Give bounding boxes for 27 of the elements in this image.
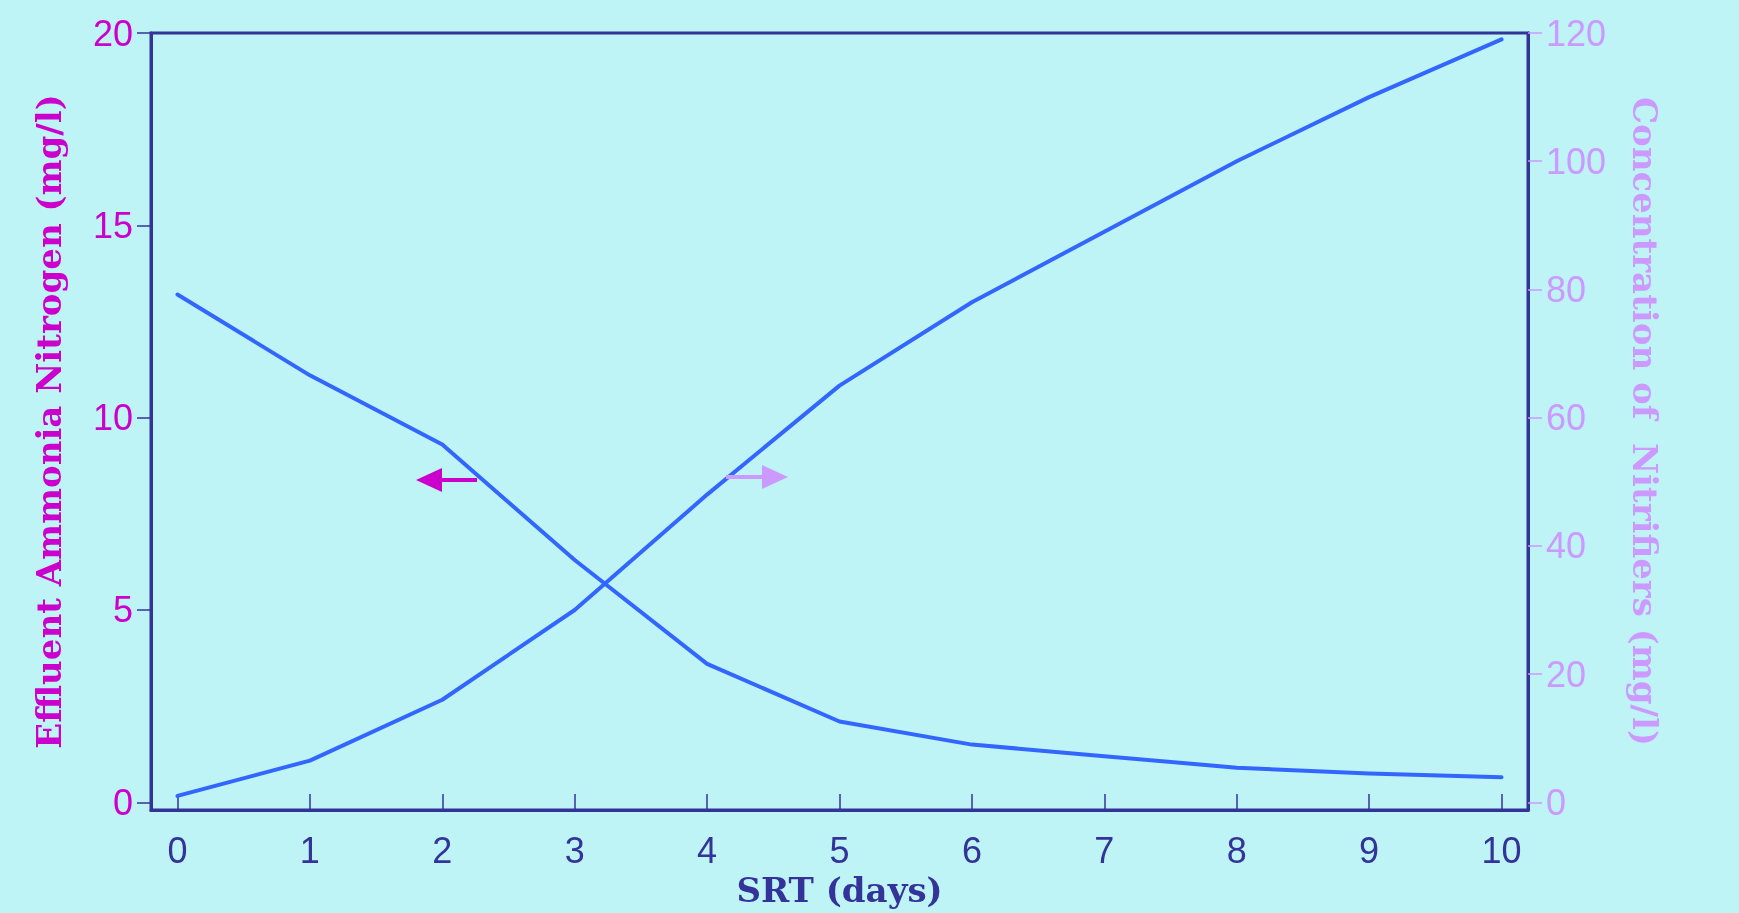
y2-tick-label: 120 — [1546, 12, 1607, 54]
y-tick-label: 5 — [112, 589, 133, 631]
line-series — [175, 37, 1504, 798]
x-tick-label: 0 — [167, 829, 188, 871]
y2-tick-label: 40 — [1546, 525, 1587, 567]
x-tick-label: 2 — [432, 829, 453, 871]
x-tick-label: 7 — [1094, 829, 1115, 871]
x-tick-label: 6 — [961, 829, 982, 871]
y-tick-label: 10 — [92, 397, 133, 439]
y2-axis-title: Concentration of Nitrifiers (mg/l) — [1625, 96, 1665, 747]
y2-tick-label: 100 — [1546, 140, 1607, 182]
x-axis-title: SRT (days) — [736, 869, 943, 910]
y-tick-label: 20 — [92, 12, 133, 54]
y2-tick-label: 80 — [1546, 268, 1587, 310]
x-tick-label: 10 — [1481, 829, 1522, 871]
x-tick-label: 3 — [564, 829, 585, 871]
y2-tick-label: 20 — [1546, 653, 1587, 695]
x-tick-label: 8 — [1226, 829, 1247, 871]
y-tick-label: 15 — [92, 204, 133, 246]
x-tick-label: 4 — [697, 829, 718, 871]
x-tick-label: 1 — [299, 829, 320, 871]
y2-tick-label: 0 — [1546, 781, 1567, 823]
y-axis-title: Effluent Ammonia Nitrogen (mg/l) — [29, 94, 69, 749]
y-tick-label: 0 — [112, 781, 133, 823]
x-tick-label: 9 — [1359, 829, 1380, 871]
y2-tick-label: 60 — [1546, 397, 1587, 439]
x-tick-label: 5 — [829, 829, 850, 871]
